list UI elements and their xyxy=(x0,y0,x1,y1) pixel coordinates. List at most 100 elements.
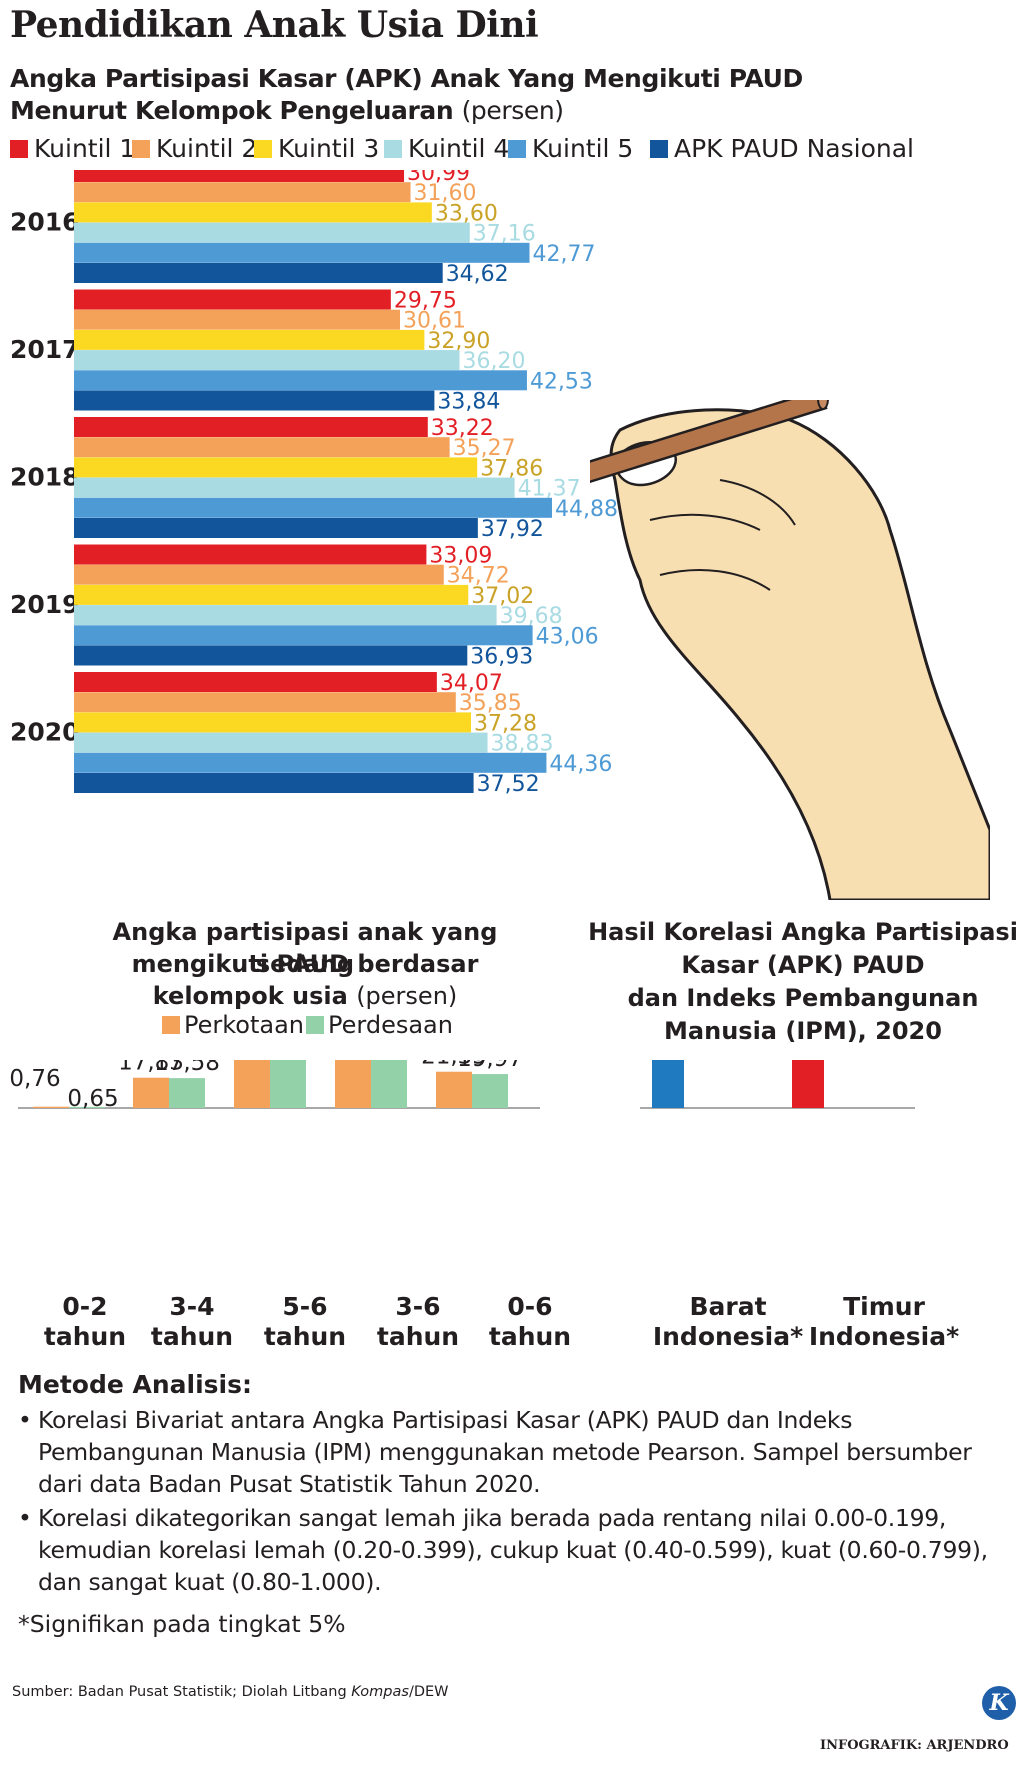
legend-swatch xyxy=(508,140,526,158)
bar-2020-kuintil-4 xyxy=(74,732,488,753)
bar-3-4-tahun-perkotaan xyxy=(133,1077,169,1108)
data-label: 33,09 xyxy=(429,544,492,569)
bar-2019-kuintil-3 xyxy=(74,584,469,605)
method-paragraph-2: • Korelasi dikategorikan sangat lemah jik… xyxy=(18,1502,1008,1598)
bar-timur xyxy=(792,1060,824,1108)
bar-2020-kuintil-5 xyxy=(74,752,547,773)
category-line: tahun xyxy=(150,1322,234,1351)
bullet: • xyxy=(18,1504,32,1532)
legend-swatch xyxy=(384,140,402,158)
data-label: 33,22 xyxy=(431,416,494,441)
legend-perdesaan: Perdesaan xyxy=(306,1010,453,1040)
source-suffix: /DEW xyxy=(408,1684,449,1700)
region-line: Indonesia* xyxy=(808,1322,960,1351)
bar-2019-kuintil-1 xyxy=(74,544,427,565)
data-label: 30,61 xyxy=(403,309,466,334)
source-italic: Kompas xyxy=(351,1684,409,1700)
data-label: 33,84 xyxy=(437,390,500,415)
category-line: 3-6 xyxy=(395,1292,441,1321)
bar-barat xyxy=(652,1060,684,1108)
data-label: 29,75 xyxy=(394,289,457,314)
legend-label: Perdesaan xyxy=(328,1011,453,1039)
data-label: 34,62 xyxy=(446,262,509,287)
bar-3-6-tahun-perdesaan xyxy=(371,1060,407,1108)
bar-2017-kuintil-1 xyxy=(74,289,391,310)
legend-kuintil-1: Kuintil 1 xyxy=(10,134,135,164)
data-label: 43,06 xyxy=(536,624,599,649)
chart2-title-line2: mengikuti PAUD berdasar xyxy=(131,950,479,978)
year-label-2017: 2017 xyxy=(10,335,80,364)
legend-label: APK PAUD Nasional xyxy=(674,134,914,163)
chart3-title-line2: Kasar (APK) PAUD xyxy=(681,951,925,979)
bar-2017-apk-paud-nasional xyxy=(74,390,435,411)
legend-swatch xyxy=(162,1016,180,1034)
bar-2020-apk-paud-nasional xyxy=(74,773,474,793)
bar-2018-kuintil-5 xyxy=(74,497,552,518)
chart3-title-line4: Manusia (IPM), 2020 xyxy=(664,1017,942,1045)
bar-2019-kuintil-4 xyxy=(74,605,497,626)
kompas-logo: K xyxy=(982,1686,1016,1720)
bar-3-6-tahun-perkotaan xyxy=(335,1060,371,1108)
category-line: tahun xyxy=(488,1322,572,1351)
bar-2016-kuintil-4 xyxy=(74,222,470,243)
age-group-bar-chart: 0,760,6517,8317,5855,4649,6036,9033,9821… xyxy=(9,1060,540,1112)
data-label: 42,77 xyxy=(533,242,596,267)
bar-2018-kuintil-3 xyxy=(74,457,478,478)
data-label: 38,83 xyxy=(491,732,554,757)
bar-2016-kuintil-2 xyxy=(74,182,411,203)
chart2-unit: (persen) xyxy=(356,982,458,1010)
category-label-3-6: 3-6 tahun xyxy=(358,1292,478,1352)
bar-2019-apk-paud-nasional xyxy=(74,645,468,666)
data-label: 30,99 xyxy=(407,170,470,186)
category-line: 5-6 xyxy=(282,1292,328,1321)
bar-2020-kuintil-2 xyxy=(74,692,456,713)
data-label: 36,20 xyxy=(463,349,526,374)
legend-swatch xyxy=(306,1016,324,1034)
data-label: 44,88 xyxy=(555,497,618,522)
bar-2017-kuintil-2 xyxy=(74,309,400,330)
category-label-3-4: 3-4 tahun xyxy=(132,1292,252,1352)
bar-0-6-tahun-perdesaan xyxy=(472,1074,508,1108)
infographic-credit: INFOGRAFIK: ARJENDRO xyxy=(820,1738,1009,1753)
bar-2019-kuintil-5 xyxy=(74,625,533,646)
data-label: 35,27 xyxy=(453,436,516,461)
category-line: tahun xyxy=(263,1322,347,1351)
data-label: 33,60 xyxy=(435,201,498,226)
region-line: Barat xyxy=(689,1292,767,1321)
bar-0-6-tahun-perkotaan xyxy=(436,1071,472,1108)
bar-0-2-tahun-perkotaan xyxy=(33,1106,69,1108)
chart2-title-text: kelompok usia xyxy=(152,982,348,1010)
bar-2016-apk-paud-nasional xyxy=(74,263,443,283)
bar-2018-kuintil-1 xyxy=(74,417,428,437)
region-label-timur: Timur Indonesia* xyxy=(784,1292,984,1352)
chart1-unit: (persen) xyxy=(461,96,564,125)
year-label-2018: 2018 xyxy=(10,463,80,492)
bar-2020-kuintil-1 xyxy=(74,672,437,692)
method-text: Korelasi Bivariat antara Angka Partisipa… xyxy=(38,1406,972,1498)
data-label: 34,07 xyxy=(440,671,503,696)
chart3-title-line1: Hasil Korelasi Angka Partisipasi xyxy=(588,918,1018,946)
chart2-title-line3: kelompok usia (persen) xyxy=(60,980,550,1012)
chart1-subtitle-text: Menurut Kelompok Pengeluaran xyxy=(10,96,454,125)
chart1-title: Angka Partisipasi Kasar (APK) Anak Yang … xyxy=(10,64,803,93)
year-label-2016: 2016 xyxy=(10,208,80,237)
bar-5-6-tahun-perkotaan xyxy=(234,1060,270,1108)
legend-kuintil-5: Kuintil 5 xyxy=(508,134,633,164)
data-label: 37,28 xyxy=(474,711,537,736)
legend-swatch xyxy=(254,140,272,158)
bar-2018-apk-paud-nasional xyxy=(74,518,478,538)
method-paragraph-1: • Korelasi Bivariat antara Angka Partisip… xyxy=(18,1404,1008,1500)
legend-label: Kuintil 2 xyxy=(156,134,258,163)
category-label-5-6: 5-6 tahun xyxy=(245,1292,365,1352)
data-label: 44,36 xyxy=(549,752,612,777)
data-label: 39,68 xyxy=(500,604,563,629)
legend-label: Perkotaan xyxy=(184,1011,305,1039)
category-line: 0-2 xyxy=(62,1292,108,1321)
data-label: 17,83 xyxy=(118,1060,184,1076)
data-label: 21,35 xyxy=(421,1060,487,1070)
year-label-2019: 2019 xyxy=(10,590,80,619)
data-label: 19,97 xyxy=(457,1060,523,1072)
region-line: Indonesia* xyxy=(652,1322,804,1351)
legend-label: Kuintil 4 xyxy=(408,134,510,163)
